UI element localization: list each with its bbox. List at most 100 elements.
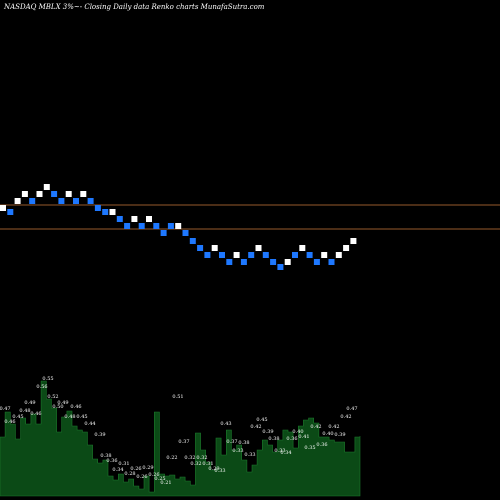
volume-label: 0.41 — [298, 434, 309, 440]
renko-brick-down — [306, 252, 313, 258]
volume-label: 0.36 — [316, 442, 327, 448]
renko-brick-up — [350, 238, 357, 244]
volume-label: 0.39 — [94, 432, 105, 438]
volume-label: 0.28 — [124, 471, 135, 477]
volume-label: 0.43 — [220, 421, 231, 427]
volume-label: 0.36 — [106, 458, 117, 464]
volume-label: 0.31 — [202, 461, 213, 467]
volume-label: 0.42 — [340, 414, 351, 420]
chart-title: NASDAQ MBLX 3%~- Closing Daily data Renk… — [4, 3, 265, 11]
renko-brick-down — [226, 259, 233, 265]
volume-label: 0.46 — [4, 419, 15, 425]
renko-brick-down — [153, 223, 160, 229]
volume-label: 0.34 — [112, 467, 123, 473]
volume-label: 0.52 — [47, 394, 58, 400]
volume-label: 0.33 — [214, 468, 225, 474]
volume-label: 0.25 — [154, 476, 165, 482]
volume-label: 0.40 — [292, 429, 303, 435]
volume-label: 0.56 — [36, 384, 47, 390]
reference-lines — [0, 204, 500, 230]
renko-brick-down — [124, 223, 131, 229]
renko-brick-up — [65, 191, 72, 197]
renko-bricks — [0, 184, 357, 270]
renko-brick-down — [51, 191, 58, 197]
volume-label: 0.42 — [310, 424, 321, 430]
renko-brick-down — [58, 198, 65, 204]
renko-brick-up — [299, 245, 306, 251]
volume-area — [0, 380, 361, 497]
renko-brick-down — [240, 259, 247, 265]
volume-label: 0.32 — [190, 461, 201, 467]
renko-brick-down — [167, 223, 174, 229]
volume-label: 0.49 — [24, 400, 35, 406]
volume-label: 0.29 — [208, 466, 219, 472]
renko-brick-down — [73, 198, 79, 204]
renko-brick-up — [321, 252, 328, 258]
volume-label: 0.37 — [226, 439, 237, 445]
renko-brick-up — [0, 205, 6, 211]
volume-label: 0.26 — [148, 472, 159, 478]
volume-label: 0.33 — [232, 448, 243, 454]
renko-brick-down — [262, 252, 269, 258]
volume-label: 0.38 — [100, 453, 111, 459]
renko-brick-down — [248, 252, 255, 258]
volume-label: 0.45 — [12, 414, 23, 420]
renko-brick-up — [131, 216, 138, 222]
volume-series — [0, 380, 361, 497]
renko-brick-down — [182, 230, 189, 236]
renko-brick-up — [146, 216, 152, 222]
volume-label: 0.21 — [160, 480, 171, 486]
volume-label: 0.36 — [286, 436, 297, 442]
renko-brick-down — [313, 259, 320, 265]
renko-brick-down — [328, 259, 335, 265]
renko-brick-up — [175, 223, 182, 229]
volume-label: 0.35 — [304, 445, 315, 451]
volume-label: 0.50 — [52, 404, 63, 410]
volume-label: 0.32 — [196, 455, 207, 461]
renko-brick-down — [102, 209, 109, 215]
volume-label: 0.48 — [19, 408, 30, 414]
renko-brick-up — [233, 252, 240, 258]
volume-label: 0.46 — [70, 404, 81, 410]
renko-brick-up — [21, 191, 28, 197]
volume-label: 0.49 — [57, 400, 68, 406]
volume-label: 0.51 — [172, 394, 183, 400]
renko-brick-down — [29, 198, 36, 204]
volume-label: 0.45 — [76, 414, 87, 420]
volume-label: 0.34 — [280, 450, 291, 456]
volume-label: 0.48 — [64, 414, 75, 420]
renko-brick-down — [160, 230, 167, 236]
renko-brick-up — [36, 191, 43, 197]
volume-label: 0.37 — [178, 439, 189, 445]
renko-brick-down — [138, 223, 145, 229]
renko-brick-up — [343, 245, 350, 251]
volume-label: 0.45 — [256, 417, 267, 423]
volume-label: 0.40 — [322, 431, 333, 437]
volume-label: 0.33 — [274, 448, 285, 454]
volume-label: 0.26 — [130, 466, 141, 472]
renko-brick-down — [219, 252, 225, 258]
renko-brick-up — [255, 245, 262, 251]
volume-label: 0.32 — [184, 455, 195, 461]
renko-brick-down — [116, 216, 123, 222]
volume-label: 0.38 — [238, 440, 249, 446]
renko-brick-up — [335, 252, 342, 258]
renko-brick-down — [94, 205, 101, 211]
renko-brick-down — [7, 209, 14, 215]
renko-brick-down — [292, 252, 298, 258]
volume-label: 0.47 — [0, 406, 11, 412]
renko-brick-up — [43, 184, 50, 190]
volume-label: 0.55 — [42, 376, 53, 382]
renko-brick-up — [211, 245, 218, 251]
renko-brick-up — [14, 198, 21, 204]
volume-label: 0.26 — [136, 474, 147, 480]
volume-label: 0.33 — [244, 452, 255, 458]
volume-label: 0.31 — [118, 461, 129, 467]
volume-label: 0.29 — [142, 465, 153, 471]
volume-label: 0.47 — [346, 406, 357, 412]
volume-label: 0.42 — [250, 424, 261, 430]
renko-brick-up — [284, 259, 291, 265]
volume-label: 0.42 — [328, 424, 339, 430]
renko-brick-down — [204, 252, 211, 258]
volume-label: 0.44 — [84, 421, 95, 427]
